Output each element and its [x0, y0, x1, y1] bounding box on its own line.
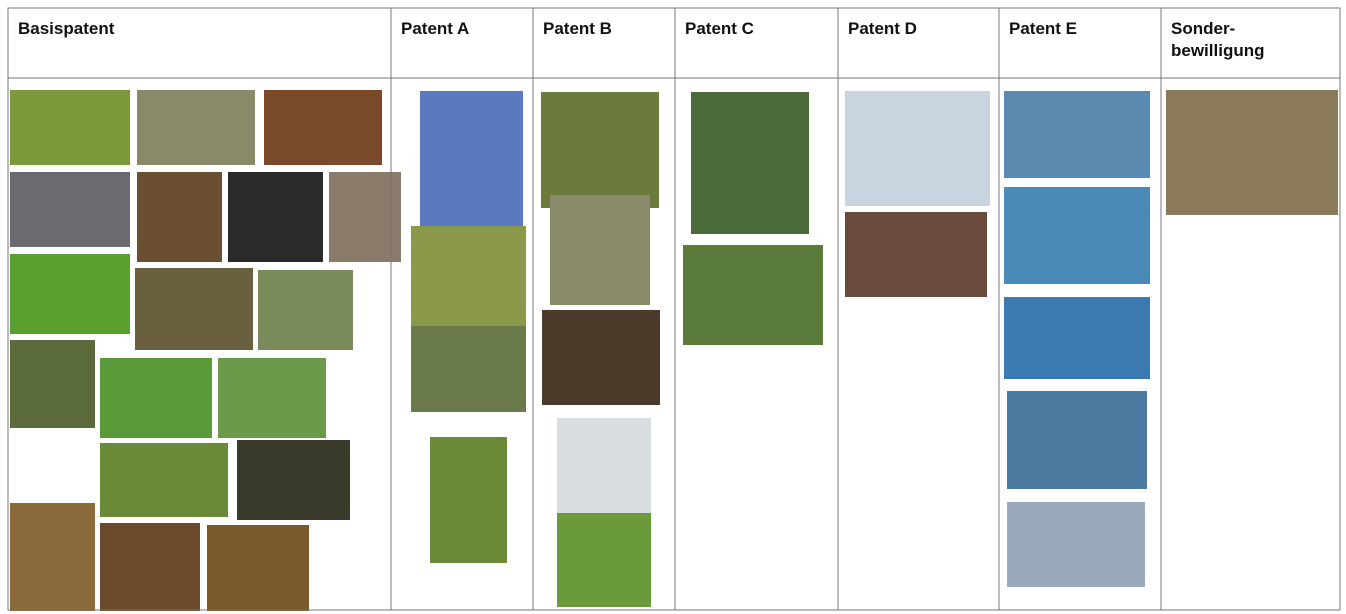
photo	[135, 268, 253, 350]
column-header: Basispatent	[18, 19, 115, 38]
photo	[10, 254, 130, 334]
photo	[557, 513, 651, 607]
photo	[329, 172, 401, 262]
photo	[683, 245, 823, 345]
photo	[10, 90, 130, 165]
photo	[550, 195, 650, 305]
photo	[100, 358, 212, 438]
photo	[845, 91, 990, 206]
photo	[10, 172, 130, 247]
photo	[1004, 91, 1150, 178]
photo	[1007, 391, 1147, 489]
photo	[557, 418, 651, 513]
column-header: Patent E	[1009, 19, 1078, 38]
photo	[411, 226, 526, 326]
photo	[430, 437, 507, 563]
photo	[542, 310, 660, 405]
photo	[237, 440, 350, 520]
photo	[137, 90, 255, 165]
column-header: Patent D	[848, 19, 917, 38]
photo	[691, 92, 809, 234]
photo	[228, 172, 323, 262]
column-header: Patent C	[685, 19, 754, 38]
photo	[100, 523, 200, 611]
photo	[258, 270, 353, 350]
photo	[1004, 187, 1150, 284]
column-header: Sonder- bewilligung	[1171, 19, 1265, 60]
column-header: Patent B	[543, 19, 612, 38]
table-border	[7, 7, 1341, 611]
photo	[264, 90, 382, 165]
photo	[541, 92, 659, 208]
photo	[1004, 297, 1150, 379]
photo	[100, 443, 228, 517]
photo	[207, 525, 309, 611]
photo	[411, 326, 526, 412]
photo	[218, 358, 326, 438]
photo	[10, 503, 95, 611]
column-header: Patent A	[401, 19, 470, 38]
photo	[845, 212, 987, 297]
photo	[420, 91, 523, 226]
photo	[10, 340, 95, 428]
photo	[1007, 502, 1145, 587]
photo	[137, 172, 222, 262]
photo	[1166, 90, 1338, 215]
